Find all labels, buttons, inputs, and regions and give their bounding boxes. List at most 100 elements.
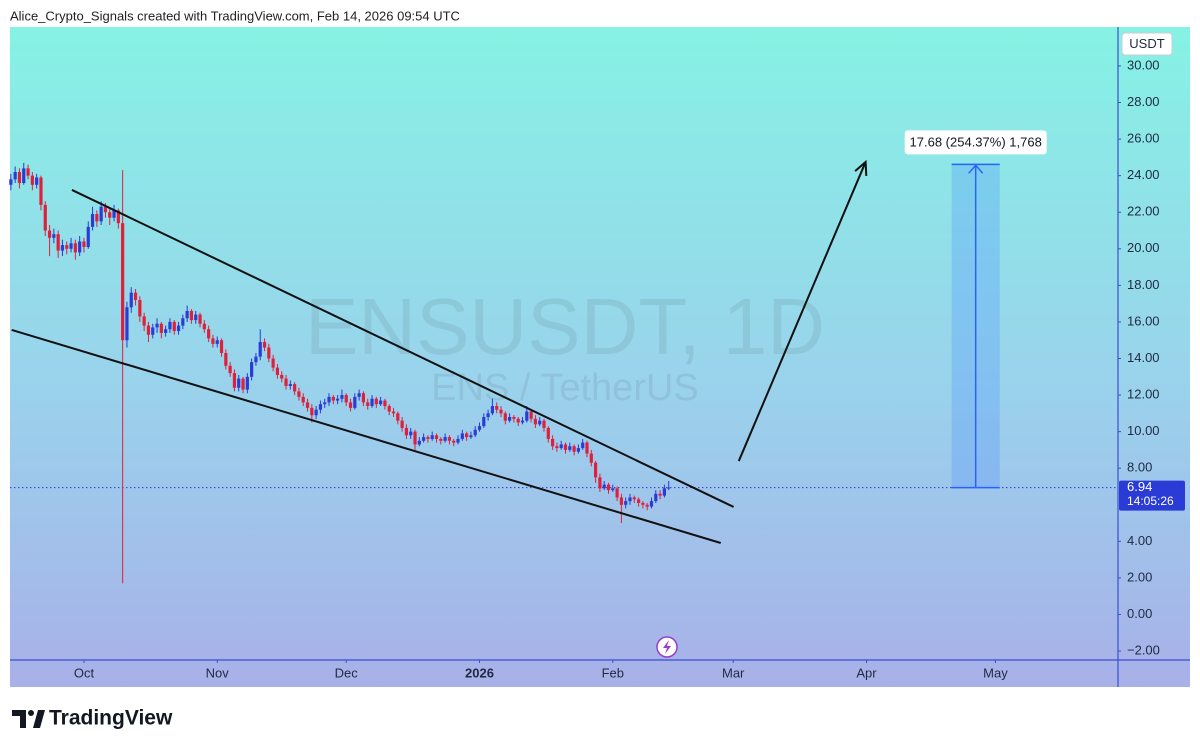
x-tick-label: May	[983, 665, 1008, 680]
candle-body	[327, 396, 331, 403]
candle-body	[219, 340, 224, 354]
candle-body	[125, 307, 129, 341]
candle-body	[254, 356, 258, 363]
watermark-title: ENSUSDT, 1D	[305, 282, 825, 371]
candle-body	[138, 299, 142, 317]
candle-body	[65, 245, 69, 249]
candle-body	[482, 417, 486, 427]
candle-body	[434, 435, 439, 439]
trendline	[11, 329, 722, 544]
watermark-subtitle: ENS / TetherUS	[431, 367, 699, 409]
trendline	[71, 189, 735, 508]
candle-body	[581, 442, 585, 449]
candle-body	[129, 292, 133, 308]
candle-body	[374, 398, 378, 405]
candle-body	[559, 444, 563, 449]
projection-arrow	[737, 161, 867, 462]
candle-body	[198, 314, 202, 324]
candle-body	[391, 411, 396, 414]
candle-body	[99, 206, 103, 222]
candle-body	[379, 400, 383, 405]
y-tick-label: 20.00	[1127, 240, 1160, 255]
candle-body	[490, 406, 495, 414]
y-tick-label: −2.00	[1127, 642, 1160, 657]
candle-body	[318, 404, 323, 410]
arrow-head	[854, 159, 868, 176]
candle-body	[477, 426, 482, 430]
y-tick-label: 18.00	[1127, 277, 1160, 292]
candle-body	[133, 292, 138, 300]
candle-body	[172, 321, 176, 332]
candle-body	[602, 484, 606, 489]
candle-body	[525, 411, 529, 421]
candle-body	[297, 391, 301, 397]
candle-body	[73, 243, 77, 253]
candle-body	[267, 347, 271, 359]
candle-body	[366, 402, 370, 407]
header: Alice_Crypto_Signals created with Tradin…	[10, 8, 460, 23]
candle-body	[112, 210, 116, 218]
x-tick-label: Apr	[856, 665, 877, 680]
candle-body	[649, 501, 654, 507]
candle-body	[185, 310, 189, 319]
candle-body	[17, 171, 22, 183]
measure-label-box	[904, 130, 1047, 155]
candle-body	[645, 504, 649, 507]
candle-body	[275, 367, 280, 375]
candle-body	[443, 437, 447, 441]
candle-body	[413, 431, 417, 445]
candle-body	[228, 365, 232, 374]
y-tick-label: 22.00	[1127, 204, 1160, 219]
candle-body	[654, 493, 658, 502]
candle-body	[589, 453, 593, 463]
candle-body	[508, 417, 512, 421]
candle-body	[211, 338, 215, 344]
candle-body	[430, 435, 434, 439]
candle-body	[563, 444, 568, 450]
last-price-box	[1119, 480, 1185, 511]
y-tick-label: 0.00	[1127, 606, 1152, 621]
candle-body	[542, 420, 546, 428]
candle-body	[417, 440, 421, 445]
candle-body	[310, 407, 314, 416]
candle-body	[35, 177, 39, 185]
candle-body	[469, 435, 473, 438]
candle-body	[624, 501, 628, 505]
candle-body	[503, 413, 507, 421]
candle-body	[22, 168, 26, 183]
y-tick-label: 12.00	[1127, 386, 1160, 401]
candle-body	[598, 477, 602, 489]
candle-body	[396, 413, 400, 421]
candle-body	[387, 406, 391, 412]
candle-body	[576, 448, 581, 452]
x-tick-label: 2026	[465, 665, 494, 680]
candle-body	[47, 230, 52, 238]
candle-body	[323, 402, 327, 405]
candle-body	[30, 175, 34, 185]
candle-body	[237, 378, 241, 388]
candle-body	[151, 327, 155, 335]
candle-body	[103, 206, 108, 213]
measure-label: 17.68 (254.37%) 1,768	[910, 134, 1042, 149]
measure-arrowhead	[968, 164, 984, 174]
candle-body	[460, 433, 464, 439]
candle-body	[383, 400, 387, 407]
candle-body	[245, 376, 249, 390]
candle-body	[232, 373, 237, 388]
x-tick-label: Nov	[206, 665, 230, 680]
candle-body	[529, 411, 533, 419]
candle-body	[56, 234, 60, 251]
candle-body	[516, 418, 520, 423]
candle-body	[641, 502, 645, 505]
candle-body	[361, 393, 366, 403]
candle-body	[422, 437, 426, 441]
candle-body	[495, 406, 499, 410]
candle-body	[60, 245, 65, 251]
candle-body	[52, 234, 56, 238]
candle-body	[336, 398, 340, 401]
candle-body	[207, 329, 211, 339]
candle-body	[331, 396, 335, 401]
y-tick-label: 10.00	[1127, 423, 1160, 438]
y-tick-label: 8.00	[1127, 460, 1152, 475]
